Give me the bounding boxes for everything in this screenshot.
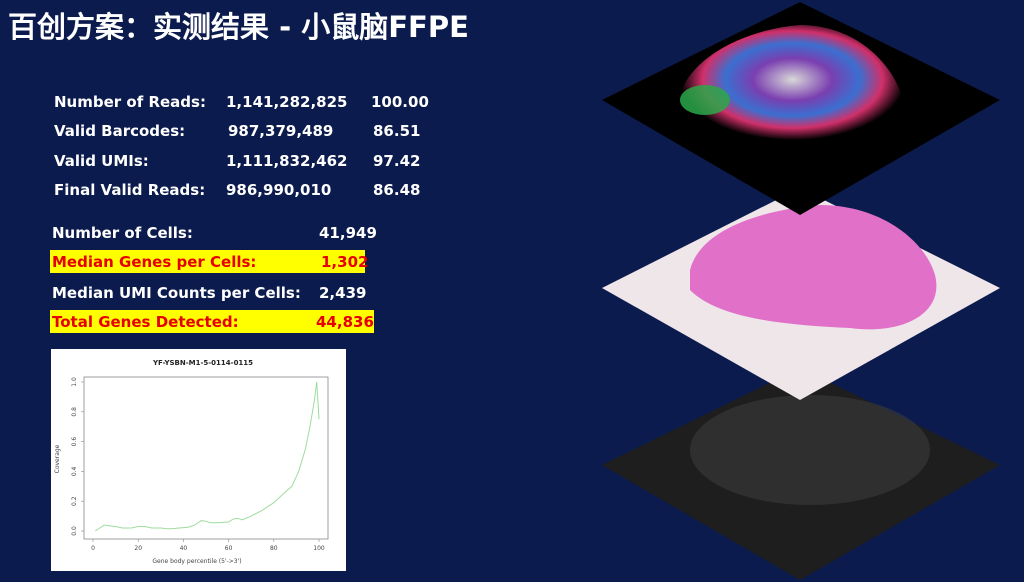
- total-genes-label: Total Genes Detected:: [52, 313, 239, 331]
- x-tick-label: 60: [225, 545, 233, 552]
- cells-value: 41,949: [319, 224, 377, 242]
- total-genes-value: 44,836: [316, 313, 374, 331]
- he-tissue: [690, 205, 937, 330]
- y-tick-label: 0.8: [71, 407, 78, 417]
- median-genes-value: 1,302: [321, 253, 369, 271]
- y-tick-label: 1.0: [71, 377, 78, 387]
- y-tick-label: 0.2: [71, 496, 78, 506]
- final-reads-value: 986,990,010: [226, 181, 332, 199]
- y-tick-label: 0.4: [71, 466, 78, 476]
- coverage-line: [94, 381, 320, 532]
- reads-label: Number of Reads:: [54, 93, 206, 111]
- slide-title: 百创方案：实测结果 - 小鼠脑FFPE: [8, 10, 469, 44]
- x-tick-label: 20: [134, 545, 142, 552]
- spatial-cluster-tissue: [680, 25, 905, 147]
- x-tick-label: 100: [313, 545, 325, 552]
- y-tick-label: 0.6: [71, 437, 78, 447]
- median-genes-highlight: Median Genes per Cells: 1,302: [50, 250, 369, 273]
- barcodes-value: 987,379,489: [228, 122, 334, 140]
- final-reads-label: Final Valid Reads:: [54, 181, 206, 199]
- total-genes-highlight: Total Genes Detected: 44,836: [50, 310, 374, 333]
- barcodes-label: Valid Barcodes:: [54, 122, 186, 140]
- fluorescence-tissue: [690, 395, 930, 505]
- umis-value: 1,111,832,462: [226, 152, 348, 170]
- cluster-green-region: [680, 85, 730, 115]
- reads-percent: 100.00: [371, 93, 429, 111]
- y-tick-label: 0.0: [71, 526, 78, 536]
- reads-value: 1,141,282,825: [226, 93, 348, 111]
- umis-percent: 97.42: [373, 152, 421, 170]
- x-axis-label: Gene body percentile (5'->3'): [152, 558, 241, 565]
- median-umi-value: 2,439: [319, 284, 367, 302]
- plot-frame: [83, 376, 329, 540]
- median-genes-label: Median Genes per Cells:: [52, 253, 257, 271]
- gene-body-coverage-chart: YF-YSBN-M1-5-0114-0115 0 20 40 60 80 100 0.0 0.…: [51, 349, 346, 571]
- x-tick-label: 80: [270, 545, 278, 552]
- y-axis-label: Coverage: [54, 444, 61, 473]
- median-umi-label: Median UMI Counts per Cells:: [52, 284, 301, 302]
- chart-title: YF-YSBN-M1-5-0114-0115: [152, 359, 253, 367]
- barcodes-percent: 86.51: [373, 122, 421, 140]
- final-reads-percent: 86.48: [373, 181, 421, 199]
- x-tick-label: 0: [91, 545, 95, 552]
- cells-label: Number of Cells:: [52, 224, 193, 242]
- x-tick-label: 40: [180, 545, 188, 552]
- umis-label: Valid UMIs:: [54, 152, 149, 170]
